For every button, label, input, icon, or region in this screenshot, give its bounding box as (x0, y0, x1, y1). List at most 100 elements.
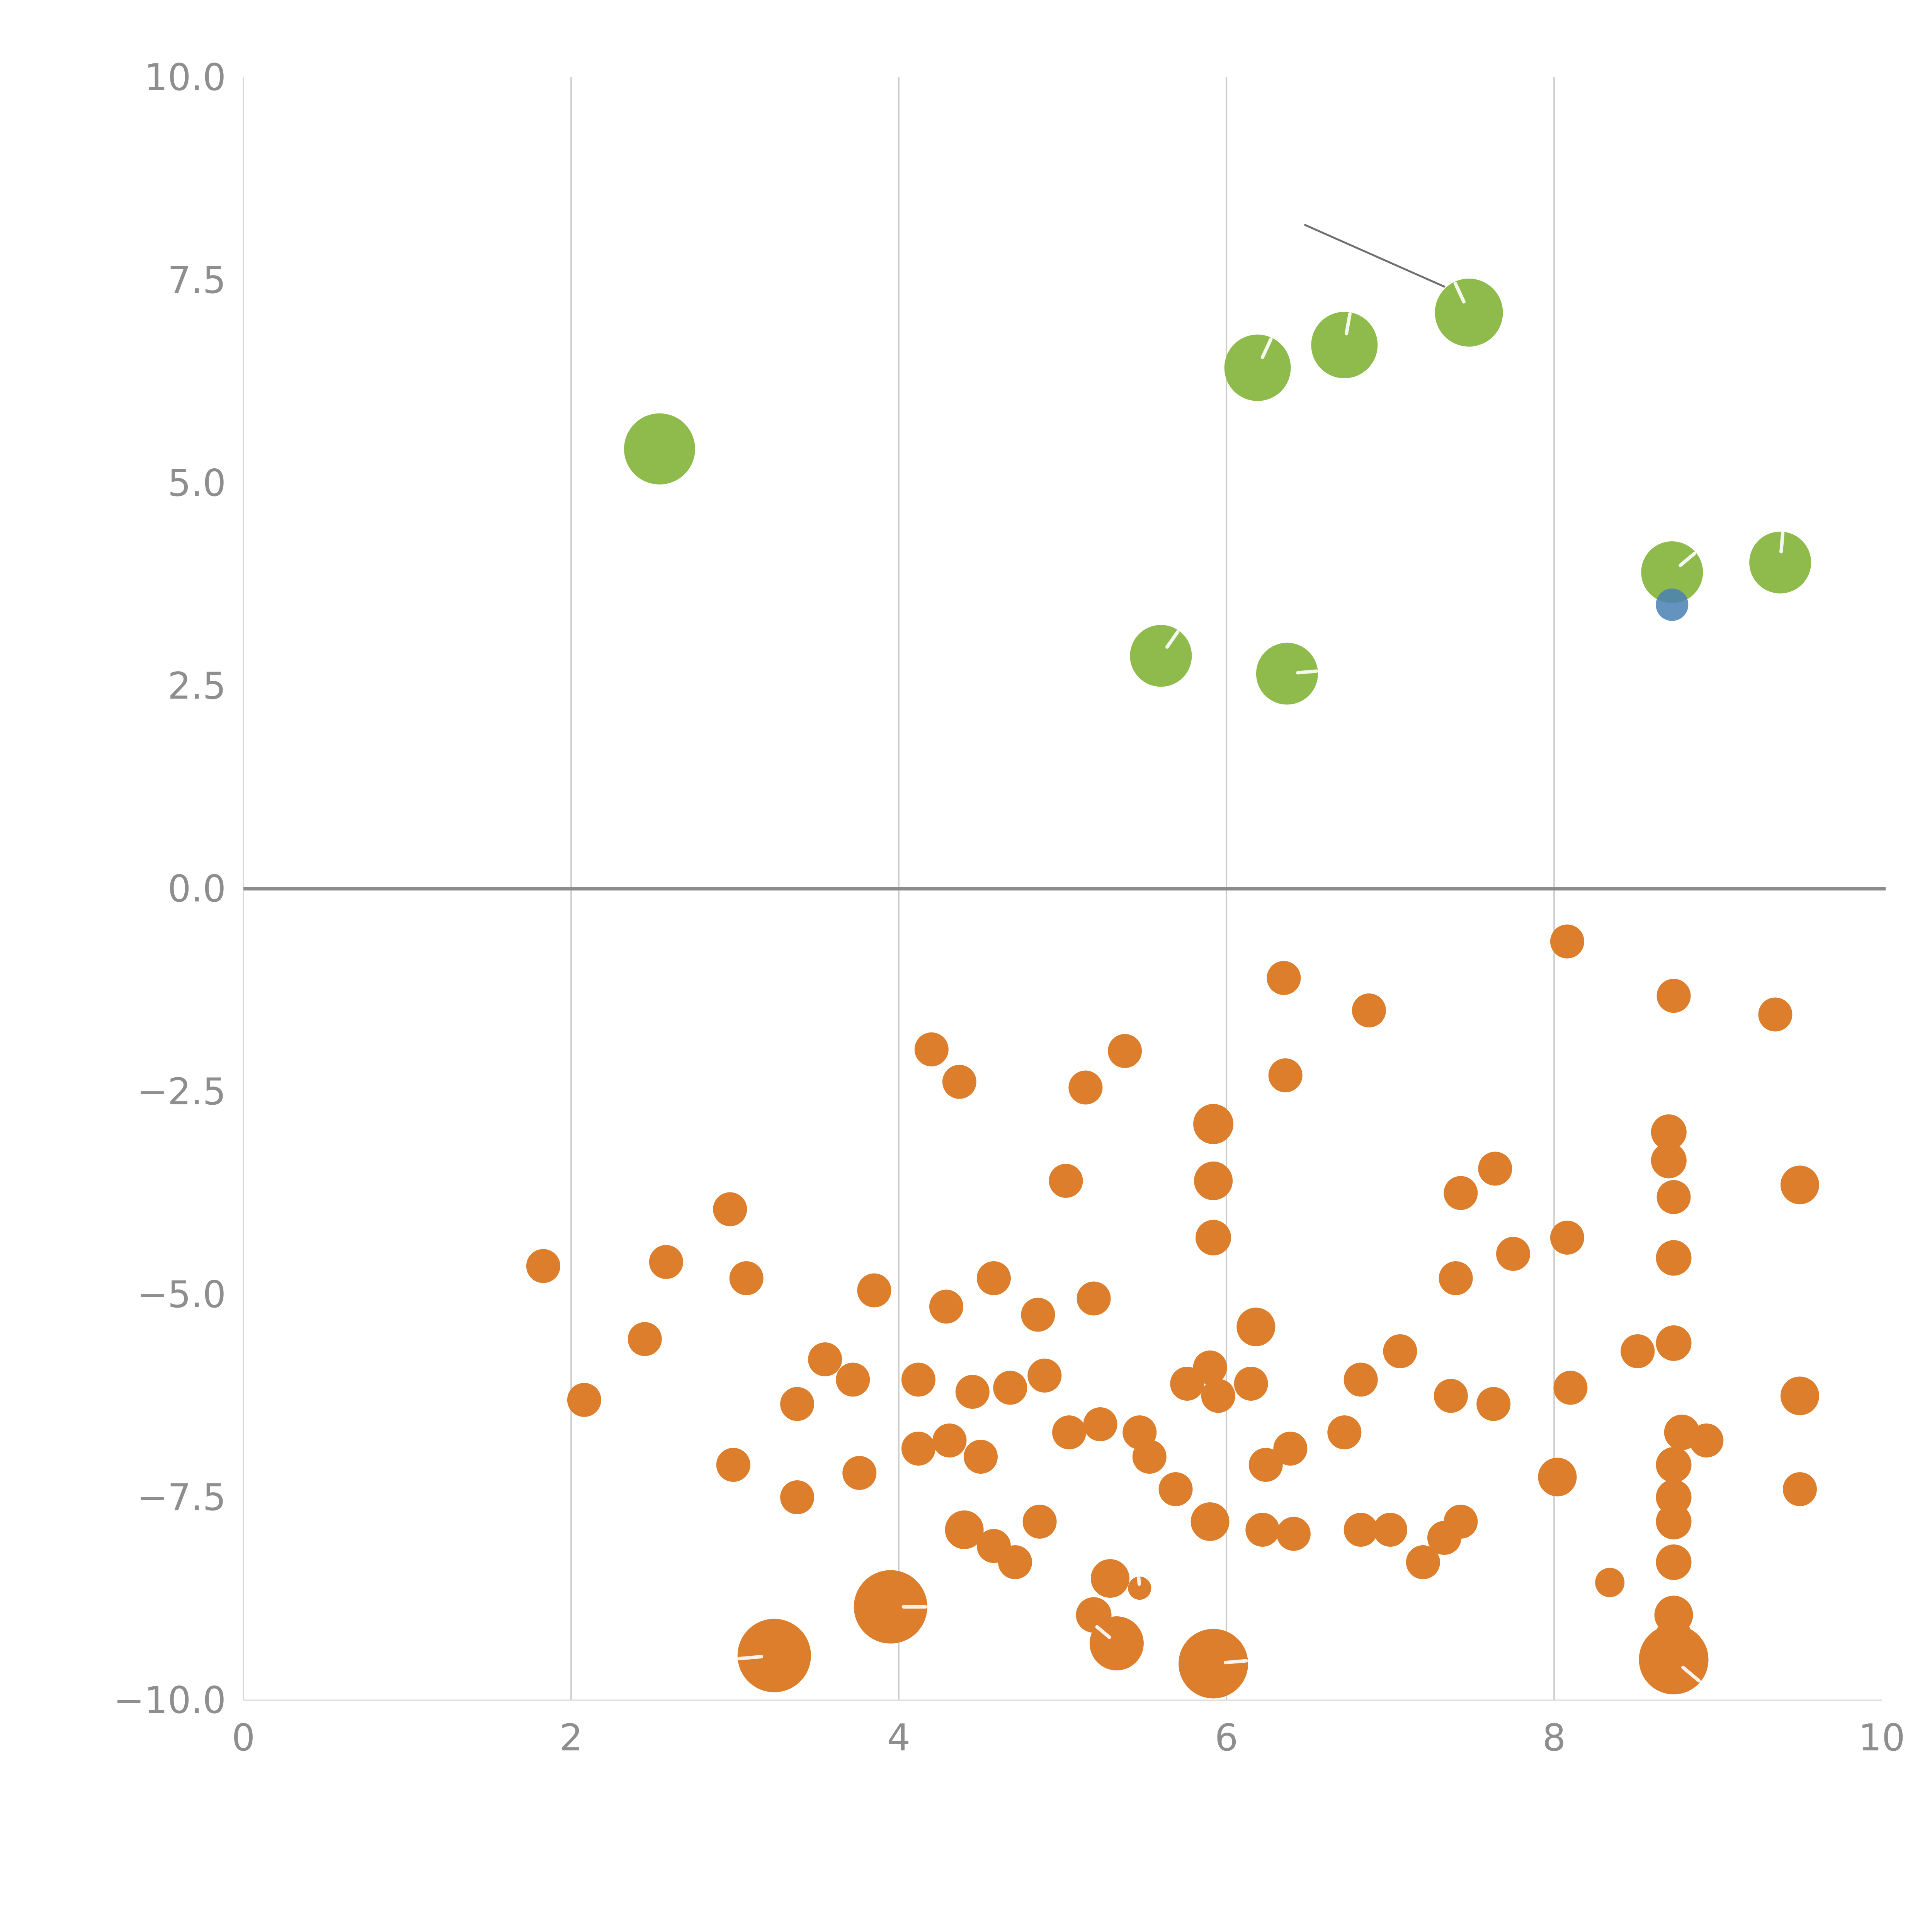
scatter-point-orange-cluster (1439, 1261, 1473, 1295)
scatter-point-orange-cluster (1656, 1447, 1692, 1483)
scatter-point-orange-cluster (1656, 1480, 1692, 1515)
scatter-point-orange-cluster (649, 1245, 683, 1279)
scatter-point-orange-cluster (1476, 1387, 1511, 1421)
scatter-point-orange-cluster (1234, 1367, 1268, 1401)
scatter-point-orange-cluster (976, 1261, 1011, 1295)
scatter-point-orange-cluster (1373, 1513, 1407, 1547)
scatter-point-orange-cluster (1090, 1559, 1129, 1598)
scatter-point-orange-cluster (1656, 1180, 1691, 1214)
scatter-point-orange-cluster (1344, 1513, 1378, 1547)
scatter-point-orange-cluster (780, 1480, 815, 1514)
scatter-point-orange-cluster (1052, 1415, 1086, 1449)
y-tick-label-10: 10.0 (144, 56, 226, 99)
scatter-point-orange-cluster (713, 1192, 747, 1226)
scatter-point-orange-cluster (1021, 1298, 1055, 1332)
marker-notch (1681, 1665, 1701, 1683)
scatter-point-orange-cluster (1268, 1058, 1303, 1092)
scatter-point-orange-cluster (836, 1362, 870, 1397)
y-tick-label-7.5: 7.5 (168, 259, 226, 302)
scatter-point-orange-cluster (955, 1375, 990, 1409)
scatter-point-orange-cluster (716, 1448, 750, 1482)
scatter-point-orange-cluster (854, 1570, 927, 1644)
scatter-point-orange-cluster (1656, 1504, 1692, 1539)
scatter-point-orange-cluster (1656, 1617, 1692, 1653)
x-tick-label-2: 2 (560, 1717, 583, 1759)
scatter-point-orange-cluster (1022, 1505, 1057, 1539)
scatter-point-orange-cluster (1656, 1544, 1692, 1580)
scatter-point-orange-cluster (1758, 997, 1793, 1032)
y-tick-label--10: −10.0 (114, 1679, 226, 1722)
scatter-point-orange-cluster (1538, 1458, 1577, 1497)
y-tick-label--5: −5.0 (137, 1274, 226, 1316)
scatter-point-orange-cluster (1077, 1281, 1111, 1316)
scatter-point-orange-cluster (1179, 1629, 1248, 1699)
y-tick-label-0: 0.0 (168, 868, 226, 910)
scatter-point-orange-cluster (567, 1383, 601, 1417)
scatter-point-orange-cluster (1444, 1505, 1478, 1539)
scatter-point-green-cluster (1224, 334, 1291, 401)
scatter-point-orange-cluster (998, 1545, 1032, 1579)
scatter-point-orange-cluster (1352, 993, 1386, 1027)
scatter-point-orange-cluster (1595, 1568, 1625, 1597)
scatter-point-orange-cluster (964, 1440, 998, 1474)
scatter-point-orange-cluster (929, 1289, 963, 1324)
marker-notch (1095, 1625, 1111, 1639)
scatter-point-orange-cluster (1193, 1104, 1234, 1144)
marker-notch (1260, 337, 1273, 359)
scatter-point-orange-cluster (1108, 1034, 1142, 1068)
scatter-point-blue-point (1656, 588, 1689, 621)
scatter-point-orange-cluster (1236, 1308, 1276, 1346)
scatter-point-orange-cluster (1068, 1070, 1103, 1105)
scatter-point-orange-cluster (1550, 924, 1584, 959)
scatter-point-orange-cluster (1276, 1517, 1311, 1551)
scatter-point-orange-cluster (1639, 1625, 1709, 1694)
scatter-point-orange-cluster (1327, 1415, 1362, 1449)
scatter-point-orange-cluster (914, 1032, 949, 1066)
marker-notch (1345, 312, 1352, 335)
scatter-point-green-cluster (1749, 531, 1811, 594)
scatter-point-orange-cluster (1132, 1440, 1167, 1474)
scatter-point-orange-cluster (1089, 1616, 1144, 1670)
marker-notch (1453, 281, 1466, 304)
scatter-point-orange-cluster (1444, 1176, 1478, 1210)
scatter-point-orange-cluster (1027, 1359, 1062, 1393)
scatter-point-orange-cluster (1621, 1334, 1655, 1368)
scatter-point-orange-cluster (1201, 1379, 1235, 1413)
y-tick-label-5: 5.0 (168, 462, 226, 505)
scatter-point-orange-cluster (1496, 1237, 1530, 1271)
scatter-point-orange-cluster (1656, 1240, 1692, 1276)
scatter-point-orange-cluster (526, 1249, 560, 1283)
scatter-point-orange-cluster (1267, 961, 1301, 995)
y-tick-label--7.5: −7.5 (137, 1476, 226, 1519)
scatter-point-orange-cluster (993, 1371, 1027, 1405)
scatter-point-orange-cluster (1689, 1423, 1724, 1458)
scatter-point-orange-cluster (857, 1273, 891, 1308)
scatter-point-orange-cluster (1406, 1545, 1440, 1579)
scatter-point-orange-cluster (1550, 1221, 1584, 1255)
scatter-point-orange-cluster (1248, 1448, 1283, 1482)
scatter-point-orange-cluster (1193, 1350, 1227, 1384)
scatter-point-orange-cluster (1656, 979, 1691, 1013)
scatter-point-orange-cluster (1190, 1502, 1230, 1541)
y-tick-label--2.5: −2.5 (137, 1071, 226, 1113)
scatter-point-orange-cluster (1083, 1407, 1117, 1441)
scatter-point-orange-cluster (737, 1619, 811, 1692)
x-tick-label-4: 4 (887, 1717, 910, 1759)
x-tick-label-10: 10 (1859, 1717, 1905, 1759)
scatter-point-orange-cluster (1478, 1151, 1512, 1186)
marker-notch (738, 1655, 764, 1660)
scatter-point-orange-cluster (1158, 1472, 1193, 1506)
scatter-point-orange-cluster (1553, 1371, 1588, 1405)
annotation-line (1304, 224, 1446, 288)
x-tick-label-0: 0 (232, 1717, 255, 1759)
x-tick-label-8: 8 (1543, 1717, 1566, 1759)
scatter-point-orange-cluster (1651, 1114, 1687, 1150)
scatter-point-orange-cluster (1049, 1164, 1083, 1198)
x-tick-label-6: 6 (1215, 1717, 1238, 1759)
scatter-point-orange-cluster (1783, 1472, 1817, 1506)
marker-notch (1296, 669, 1318, 675)
scatter-point-orange-cluster (1656, 1325, 1692, 1361)
scatter-point-orange-cluster (1781, 1376, 1819, 1415)
scatter-point-orange-cluster (1128, 1577, 1151, 1600)
